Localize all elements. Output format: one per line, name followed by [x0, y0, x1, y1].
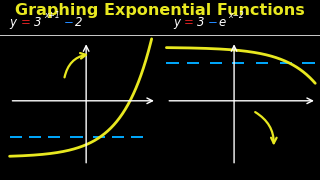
Text: e: e — [219, 16, 226, 29]
Text: x−2: x−2 — [228, 11, 244, 20]
Text: Graphing Exponential Functions: Graphing Exponential Functions — [15, 3, 305, 18]
Text: 2: 2 — [75, 16, 83, 29]
Text: =: = — [21, 16, 31, 29]
Text: y: y — [173, 16, 180, 29]
Text: −: − — [64, 16, 74, 29]
Text: =: = — [184, 16, 194, 29]
Text: y: y — [10, 16, 17, 29]
Text: 3: 3 — [197, 16, 204, 29]
Text: 3: 3 — [34, 16, 41, 29]
Text: x+1: x+1 — [44, 11, 60, 20]
Text: −: − — [207, 16, 217, 29]
